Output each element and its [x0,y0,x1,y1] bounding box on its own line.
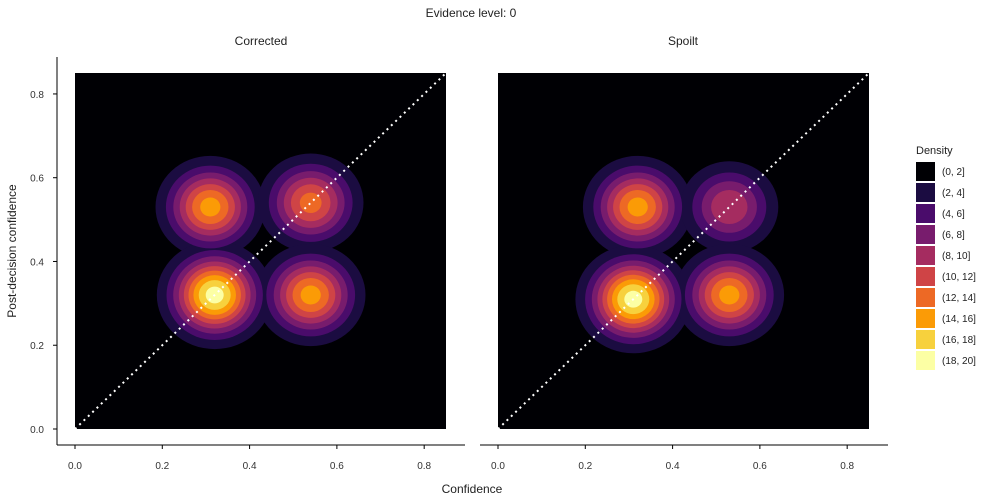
legend-swatch [916,330,935,349]
x-tick-label: 0.0 [491,461,505,472]
legend-label: (4, 6] [942,209,965,220]
legend-items: (0, 2] (2, 4] (4, 6] (6, 8] (8, 10] (10, 12] (… [916,162,976,370]
legend-swatch [916,267,935,286]
legend-label: (12, 14] [942,293,976,304]
legend-label: (0, 2] [942,167,965,178]
x-axis-title: Confidence [442,482,503,496]
density-background [498,73,869,429]
legend-swatch [916,246,935,265]
legend-swatch [916,183,935,202]
y-axis-ticks: 0.0 0.2 0.4 0.6 0.8 [30,90,57,436]
density-contour [300,285,321,305]
legend-swatch [916,309,935,328]
y-tick-label: 0.6 [30,174,44,185]
legend-label: (10, 12] [942,272,976,283]
x-axis-ticks: 0.0 0.2 0.4 0.6 0.8 [491,445,855,472]
density-contour [711,190,748,224]
identity-line [74,72,447,430]
x-tick-label: 0.4 [666,461,680,472]
panel-spoilt: Spoilt 0.0 0.2 0.4 0.6 0.8 [480,34,888,472]
x-tick-label: 0.8 [840,461,854,472]
legend-swatch [916,225,935,244]
x-tick-label: 0.8 [417,461,431,472]
panel-title-corrected: Corrected [235,34,288,48]
density-contour [627,197,648,217]
density-contour [719,285,740,305]
legend: Density (0, 2](2, 4](4, 6](6, 8](8, 10](… [916,145,976,370]
legend-label: (6, 8] [942,230,965,241]
legend-swatch [916,204,935,223]
legend-label: (2, 4] [942,188,965,199]
identity-line [497,72,870,430]
y-tick-label: 0.0 [30,425,44,436]
x-tick-label: 0.6 [753,461,767,472]
legend-title: Density [916,145,953,157]
y-tick-label: 0.2 [30,341,44,352]
y-tick-label: 0.4 [30,257,44,268]
y-axis-title: Post-decision confidence [5,184,19,318]
x-tick-label: 0.4 [243,461,257,472]
x-tick-label: 0.6 [330,461,344,472]
legend-swatch [916,288,935,307]
density-contour [200,197,221,217]
x-axis-ticks: 0.0 0.2 0.4 0.6 0.8 [68,445,432,472]
chart-title: Evidence level: 0 [426,6,517,20]
density-contours [155,153,366,350]
legend-swatch [916,162,935,181]
x-tick-label: 0.0 [68,461,82,472]
density-contours [575,155,785,354]
legend-label: (18, 20] [942,356,976,367]
legend-label: (16, 18] [942,335,976,346]
panel-corrected: Corrected 0.0 0.2 0.4 0.6 0.8 0.00.20.40.60.… [30,34,465,472]
x-tick-label: 0.2 [578,461,592,472]
x-tick-label: 0.2 [155,461,169,472]
y-tick-label: 0.8 [30,90,44,101]
legend-swatch [916,351,935,370]
legend-label: (14, 16] [942,314,976,325]
panel-title-spoilt: Spoilt [668,34,699,48]
legend-label: (8, 10] [942,251,971,262]
